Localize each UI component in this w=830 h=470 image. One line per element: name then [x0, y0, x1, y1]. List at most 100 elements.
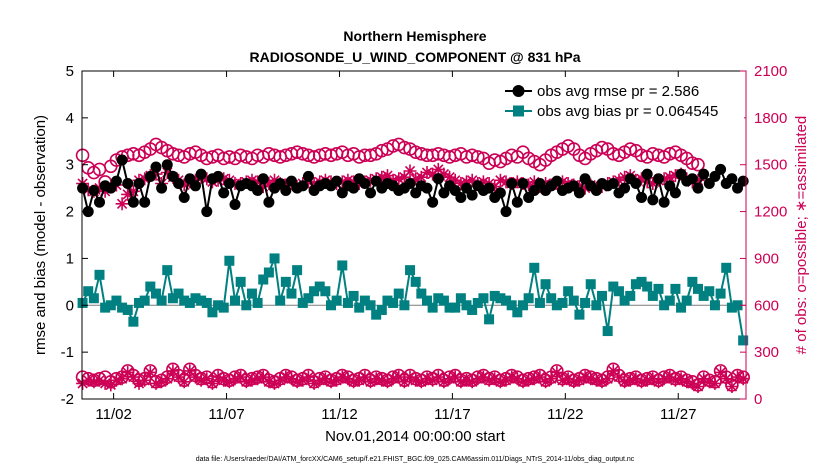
bias-point — [190, 293, 201, 304]
count-assimilated-point — [482, 373, 496, 387]
count-assimilated-point — [251, 372, 265, 386]
count-assimilated-point — [177, 178, 191, 192]
bias-point — [687, 276, 698, 287]
bias-point — [653, 283, 664, 294]
y2-tick-label: 1200 — [754, 204, 787, 221]
bias-point — [201, 297, 212, 308]
count-assimilated-point — [618, 170, 632, 184]
bias-point — [489, 290, 500, 301]
bias-point — [88, 293, 99, 304]
count-assimilated-point — [685, 376, 699, 390]
count-assimilated-point — [392, 172, 406, 186]
count-assimilated-point — [397, 170, 411, 184]
count-possible-point — [623, 142, 638, 156]
count-assimilated-point — [567, 375, 581, 389]
footnote: data file: /Users/raeder/DAI/ATM_forcXX/… — [196, 456, 635, 463]
bias-point — [557, 297, 568, 308]
count-assimilated-point — [556, 373, 569, 387]
bias-point — [546, 293, 557, 304]
rmse-point — [573, 187, 585, 199]
count-assimilated-point — [460, 373, 473, 387]
bias-point — [128, 316, 139, 327]
bias-point — [196, 295, 207, 306]
count-assimilated-point — [668, 169, 682, 183]
count-assimilated-point — [245, 173, 259, 187]
bias-point — [173, 288, 184, 299]
count-assimilated-point — [420, 372, 434, 386]
count-assimilated-point — [426, 167, 440, 181]
y-axis-label: rmse and bias (model - observation) — [32, 115, 49, 355]
count-assimilated-point — [454, 375, 468, 389]
series-rmse — [77, 154, 749, 218]
bias-point — [235, 276, 246, 287]
rmse-point — [466, 189, 478, 201]
bias-point — [184, 297, 195, 308]
bias-point — [585, 279, 596, 290]
count-assimilated-point — [347, 375, 361, 389]
rmse-point — [726, 173, 738, 185]
count-assimilated-point — [403, 370, 417, 384]
bias-point — [438, 295, 449, 306]
count-assimilated-point — [76, 376, 90, 390]
count-assimilated-point — [612, 173, 626, 187]
count-assimilated-point — [93, 373, 106, 387]
count-assimilated-point — [465, 375, 479, 389]
bias-point — [659, 300, 670, 311]
count-assimilated-point — [121, 365, 135, 379]
count-assimilated-point — [228, 372, 242, 386]
bias-point — [342, 297, 353, 308]
count-assimilated-point — [697, 372, 711, 386]
count-assimilated-point — [640, 175, 654, 189]
count-assimilated-point — [217, 172, 231, 186]
count-assimilated-point — [341, 173, 355, 187]
count-assimilated-point — [420, 166, 434, 179]
count-assimilated-point — [618, 375, 632, 389]
rmse-point — [223, 177, 235, 189]
bias-point — [698, 290, 709, 301]
count-assimilated-point — [262, 177, 276, 190]
y2-tick-label: 300 — [754, 344, 779, 361]
count-assimilated-point — [663, 370, 677, 384]
bias-point — [94, 269, 105, 280]
count-assimilated-point — [414, 170, 428, 184]
bias-point — [314, 281, 325, 292]
count-assimilated-point — [234, 370, 248, 384]
rmse-point — [156, 182, 168, 194]
bias-point — [337, 260, 348, 271]
count-assimilated-point — [386, 372, 400, 386]
count-assimilated-point — [578, 370, 592, 384]
rmse-point — [517, 177, 529, 189]
bias-point — [472, 297, 483, 308]
count-assimilated-point — [443, 170, 457, 184]
bias-point — [275, 295, 286, 306]
x-axis-label: Nov.01,2014 00:00:00 start — [325, 428, 506, 445]
count-assimilated-point — [437, 167, 451, 181]
bias-point — [484, 314, 495, 325]
bias-point — [416, 288, 427, 299]
count-assimilated-point — [273, 373, 287, 387]
count-assimilated-point — [143, 365, 157, 379]
count-assimilated-point — [674, 372, 688, 386]
bias-point — [105, 300, 116, 311]
count-assimilated-point — [493, 375, 507, 389]
bias-point — [630, 279, 641, 290]
count-assimilated-point — [663, 170, 677, 184]
count-assimilated-point — [290, 375, 304, 389]
count-assimilated-point — [488, 372, 502, 386]
count-assimilated-point — [522, 178, 536, 192]
bias-point — [405, 265, 416, 276]
count-assimilated-point — [493, 173, 507, 187]
count-assimilated-point — [623, 373, 637, 387]
chart-title: Northern Hemisphere — [343, 28, 486, 44]
count-assimilated-point — [251, 175, 265, 189]
bias-point — [376, 304, 387, 315]
bias-point — [292, 265, 303, 276]
count-assimilated-point — [126, 184, 140, 198]
count-assimilated-point — [595, 375, 609, 389]
bias-point — [506, 300, 517, 311]
bias-point — [709, 300, 720, 311]
bias-point — [162, 265, 173, 276]
bias-point — [421, 295, 432, 306]
count-possible-point — [471, 150, 485, 164]
